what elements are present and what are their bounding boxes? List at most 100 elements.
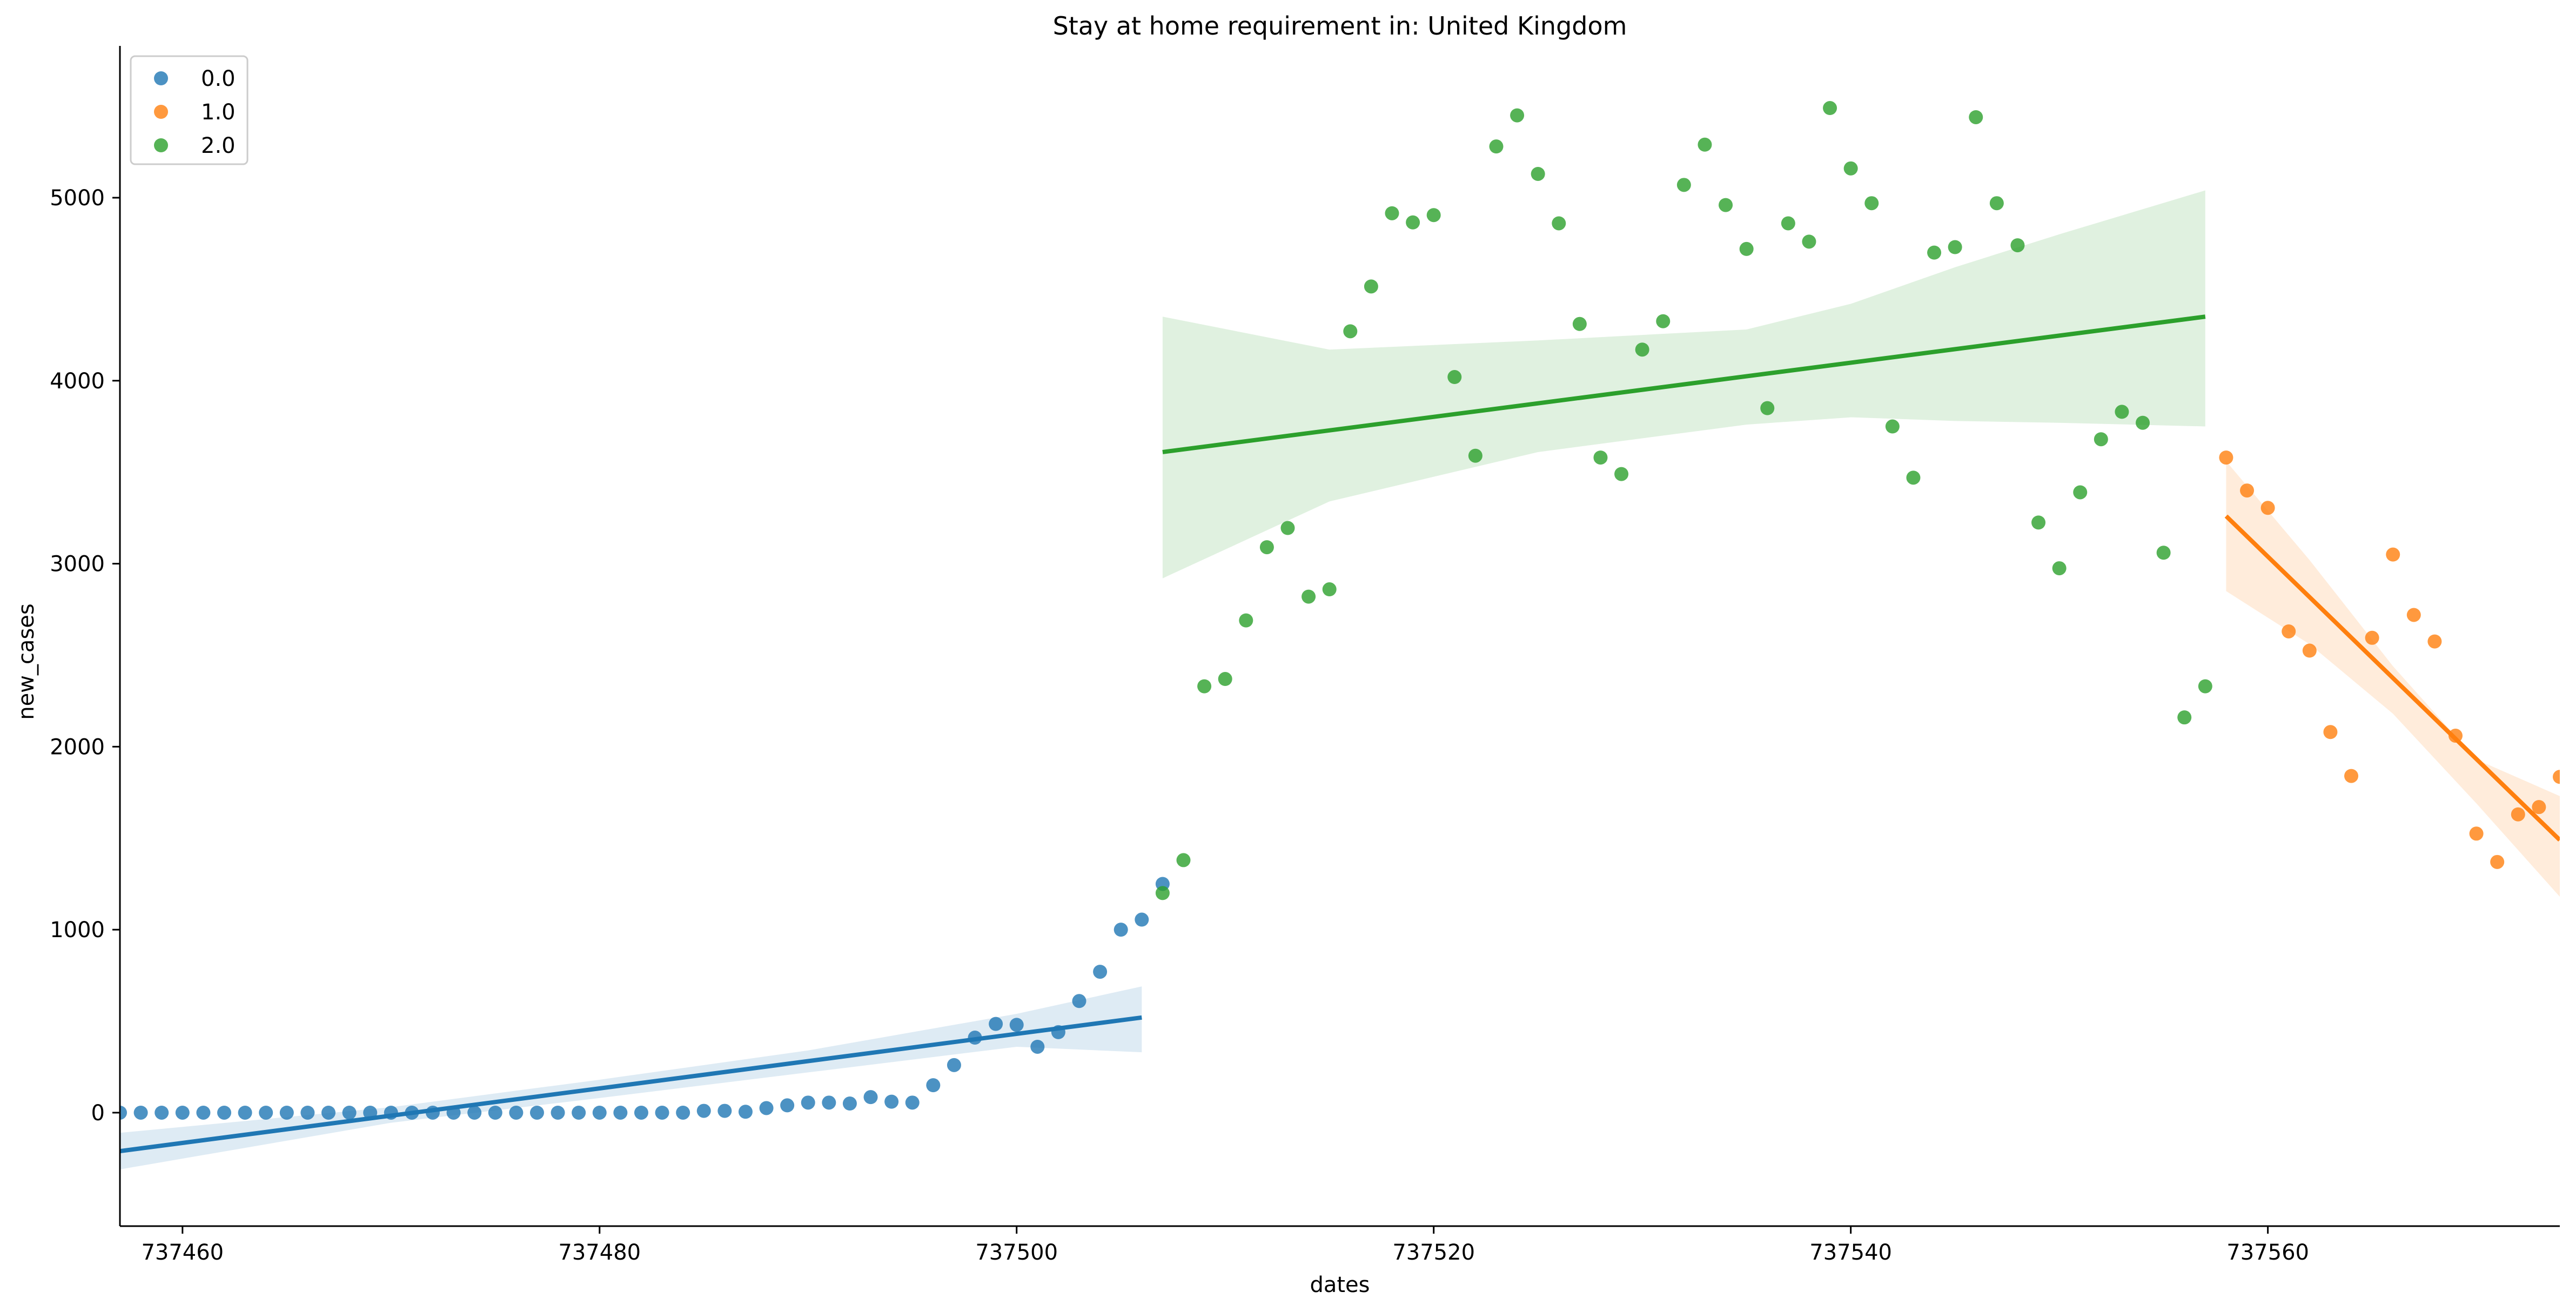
regression-line-0-0 xyxy=(120,1015,1142,1154)
data-point-0-0-3 xyxy=(175,1105,190,1120)
data-point-2-0-0 xyxy=(1155,886,1170,900)
data-point-0-0-34 xyxy=(822,1095,836,1110)
data-point-0-0-8 xyxy=(279,1105,294,1120)
data-point-0-0-36 xyxy=(863,1090,878,1105)
data-point-2-0-14 xyxy=(1447,370,1462,385)
data-point-1-0-4 xyxy=(2302,643,2317,658)
data-point-2-0-6 xyxy=(1280,521,1295,535)
y-axis-label: new_cases xyxy=(14,603,39,719)
data-point-0-0-37 xyxy=(884,1094,899,1109)
data-point-2-0-8 xyxy=(1322,582,1337,597)
x-tick-label-737500: 737500 xyxy=(975,1240,1058,1265)
data-point-0-0-1 xyxy=(133,1105,148,1120)
data-point-2-0-11 xyxy=(1385,206,1399,220)
y-tick-label-2000: 2000 xyxy=(50,735,105,759)
data-point-1-0-0 xyxy=(2219,450,2233,465)
data-point-0-0-25 xyxy=(634,1105,648,1120)
data-point-2-0-30 xyxy=(1781,216,1795,231)
legend-label-2-0: 2.0 xyxy=(201,133,236,158)
y-tick-label-1000: 1000 xyxy=(50,918,105,943)
x-tick-label-737540: 737540 xyxy=(1809,1240,1892,1265)
data-point-0-0-42 xyxy=(989,1017,1003,1031)
data-point-2-0-29 xyxy=(1760,401,1775,415)
data-point-2-0-13 xyxy=(1426,208,1441,223)
data-point-0-0-39 xyxy=(926,1078,941,1093)
data-point-1-0-6 xyxy=(2344,769,2359,783)
data-point-0-0-20 xyxy=(529,1105,544,1120)
confidence-band-0-0 xyxy=(120,986,1142,1169)
data-point-1-0-2 xyxy=(2260,501,2275,515)
data-point-2-0-22 xyxy=(1614,467,1629,481)
data-point-2-0-49 xyxy=(2177,710,2192,725)
data-point-2-0-25 xyxy=(1676,178,1691,192)
data-point-2-0-36 xyxy=(1906,470,1921,485)
data-point-1-0-16 xyxy=(2553,770,2560,784)
x-tick-label-737520: 737520 xyxy=(1392,1240,1475,1265)
data-point-0-0-46 xyxy=(1072,994,1086,1008)
data-point-2-0-31 xyxy=(1802,234,1816,249)
x-tick-label-737560: 737560 xyxy=(2226,1240,2309,1265)
data-point-2-0-48 xyxy=(2156,546,2171,560)
data-point-0-0-49 xyxy=(1135,912,1149,927)
data-point-0-0-44 xyxy=(1030,1039,1045,1054)
data-point-2-0-45 xyxy=(2094,432,2108,447)
data-point-2-0-37 xyxy=(1927,245,1942,260)
data-point-0-0-18 xyxy=(488,1105,502,1120)
data-point-2-0-1 xyxy=(1176,853,1191,867)
data-point-1-0-13 xyxy=(2490,855,2505,869)
data-point-2-0-46 xyxy=(2115,405,2129,419)
regression-line-1-0 xyxy=(2224,514,2560,842)
data-point-2-0-43 xyxy=(2052,561,2067,576)
data-point-2-0-42 xyxy=(2031,515,2046,530)
data-point-2-0-17 xyxy=(1510,108,1525,123)
data-point-2-0-16 xyxy=(1489,139,1504,154)
data-point-0-0-10 xyxy=(321,1105,336,1120)
data-point-0-0-22 xyxy=(572,1105,586,1120)
legend: 0.0 1.0 2.0 xyxy=(130,55,249,165)
data-point-2-0-33 xyxy=(1843,161,1858,176)
data-point-0-0-29 xyxy=(717,1104,732,1118)
data-point-2-0-34 xyxy=(1864,196,1879,211)
data-point-2-0-39 xyxy=(1969,110,1983,124)
data-point-1-0-12 xyxy=(2469,826,2484,841)
data-point-2-0-12 xyxy=(1406,215,1420,230)
legend-marker-0-0 xyxy=(154,71,168,85)
data-point-0-0-33 xyxy=(801,1095,815,1110)
data-point-2-0-10 xyxy=(1364,279,1378,294)
data-point-0-0-23 xyxy=(592,1105,607,1120)
data-point-0-0-9 xyxy=(300,1105,315,1120)
data-point-0-0-38 xyxy=(905,1095,920,1110)
data-point-1-0-1 xyxy=(2240,483,2255,498)
data-point-2-0-26 xyxy=(1698,137,1712,152)
data-point-0-0-27 xyxy=(676,1105,690,1120)
data-point-0-0-6 xyxy=(238,1105,252,1120)
data-point-1-0-5 xyxy=(2323,725,2338,739)
data-point-0-0-24 xyxy=(613,1105,628,1120)
data-point-2-0-7 xyxy=(1302,589,1316,604)
data-point-0-0-4 xyxy=(196,1105,211,1120)
data-point-0-0-40 xyxy=(947,1058,961,1072)
data-point-2-0-3 xyxy=(1218,672,1232,687)
y-tick-label-0: 0 xyxy=(91,1101,105,1126)
data-point-2-0-19 xyxy=(1552,216,1566,231)
data-point-0-0-5 xyxy=(217,1105,231,1120)
data-point-0-0-47 xyxy=(1093,965,1108,979)
data-point-2-0-44 xyxy=(2073,485,2088,500)
plot-area xyxy=(120,101,2560,1169)
data-point-0-0-35 xyxy=(842,1096,857,1111)
data-point-2-0-40 xyxy=(1989,196,2004,211)
data-point-2-0-47 xyxy=(2136,415,2150,430)
y-tick-label-3000: 3000 xyxy=(50,552,105,577)
data-point-0-0-11 xyxy=(342,1105,357,1120)
data-point-0-0-17 xyxy=(467,1105,482,1120)
data-point-0-0-48 xyxy=(1113,923,1128,937)
data-point-2-0-9 xyxy=(1343,324,1358,339)
axes: 737460 737480 737500 737520 737540 737560 0 100… xyxy=(50,46,2560,1265)
data-point-0-0-7 xyxy=(259,1105,273,1120)
data-point-0-0-30 xyxy=(738,1105,753,1119)
x-axis-label: dates xyxy=(1310,1273,1370,1297)
data-point-0-0-2 xyxy=(155,1105,169,1120)
data-point-2-0-18 xyxy=(1531,166,1545,181)
x-tick-label-737480: 737480 xyxy=(558,1240,641,1265)
